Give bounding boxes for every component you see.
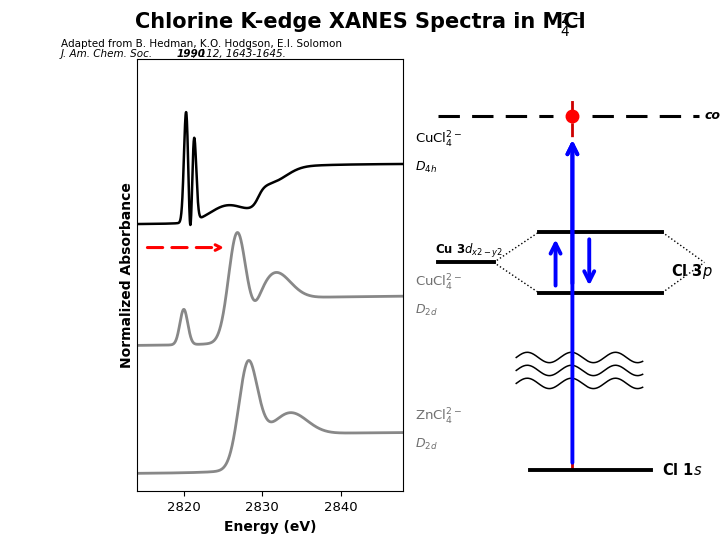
Text: $D_{2d}$: $D_{2d}$: [415, 303, 438, 318]
Text: $D_{4h}$: $D_{4h}$: [415, 160, 437, 175]
X-axis label: Energy (eV): Energy (eV): [224, 519, 316, 534]
Text: Cu 3$d_{x2-y2}$: Cu 3$d_{x2-y2}$: [435, 242, 503, 260]
Text: $D_{2d}$: $D_{2d}$: [415, 436, 438, 451]
Text: Chlorine K-edge XANES Spectra in MCl: Chlorine K-edge XANES Spectra in MCl: [135, 12, 585, 32]
Text: continuum: continuum: [704, 109, 720, 122]
Y-axis label: Normalized Absorbance: Normalized Absorbance: [120, 183, 134, 368]
Text: $_4^{2-}$: $_4^{2-}$: [560, 12, 584, 39]
Text: CuCl$_4^{2-}$: CuCl$_4^{2-}$: [415, 130, 462, 150]
Text: ZnCl$_4^{2-}$: ZnCl$_4^{2-}$: [415, 407, 462, 427]
Text: J. Am. Chem. Soc.: J. Am. Chem. Soc.: [61, 49, 153, 59]
Text: CuCl$_4^{2-}$: CuCl$_4^{2-}$: [415, 273, 462, 293]
Text: 1990: 1990: [176, 49, 205, 59]
Text: Cl 3$p$: Cl 3$p$: [671, 261, 712, 281]
Text: , 112, 1643-1645.: , 112, 1643-1645.: [193, 49, 286, 59]
Text: Adapted from B. Hedman, K.O. Hodgson, E.I. Solomon: Adapted from B. Hedman, K.O. Hodgson, E.…: [61, 39, 348, 49]
Text: Cl 1$s$: Cl 1$s$: [662, 462, 703, 478]
